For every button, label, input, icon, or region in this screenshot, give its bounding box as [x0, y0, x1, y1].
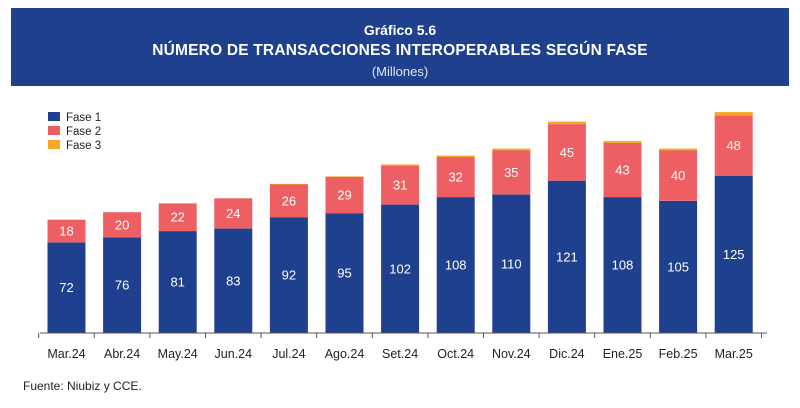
data-label: 102: [389, 261, 411, 276]
tick-label: Mar.25: [715, 347, 753, 361]
bar-segment-fase-2: [158, 203, 197, 232]
tick-label: May.24: [158, 347, 198, 361]
tick-label: Feb.25: [659, 347, 698, 361]
bar-segment-fase-2: [603, 143, 642, 198]
data-label: 125: [723, 247, 745, 262]
bar-segment-fase-1: [547, 180, 586, 333]
bar-segment-fase-2: [269, 184, 308, 218]
bar-segment-fase-2: [325, 177, 364, 214]
data-label: 32: [448, 170, 462, 185]
tick-label: Jul.24: [272, 347, 305, 361]
data-label: 95: [337, 266, 351, 281]
data-label: 72: [59, 280, 73, 295]
figure-number: Gráfico 5.6: [363, 22, 437, 38]
tick-label: Abr.24: [104, 347, 140, 361]
data-label: 26: [282, 193, 296, 208]
data-label: 22: [170, 210, 184, 225]
data-label: 92: [282, 268, 296, 283]
data-label: 35: [504, 165, 518, 180]
bar-segment-fase-1: [214, 228, 253, 333]
bar-segment-fase-3: [269, 183, 308, 185]
data-label: 108: [612, 258, 634, 273]
bar-segment-fase-1: [47, 242, 86, 333]
bar-segment-fase-2: [659, 150, 698, 201]
tick-label: Set.24: [382, 347, 418, 361]
tick-label: Dic.24: [549, 347, 584, 361]
bar-segment-fase-3: [381, 164, 420, 166]
legend-label: Fase 3: [66, 140, 101, 152]
tick-label: Jun.24: [215, 347, 253, 361]
source-note: Fuente: Niubiz y CCE.: [23, 379, 142, 393]
chart-subtitle: (Millones): [371, 64, 429, 79]
bar-segment-fase-2: [492, 150, 531, 195]
bar-segment-fase-1: [269, 217, 308, 333]
bar-segment-fase-1: [603, 197, 642, 333]
data-label: 31: [393, 178, 407, 193]
tick-label: Nov.24: [492, 347, 531, 361]
data-label: 43: [615, 163, 629, 178]
data-label: 105: [667, 259, 689, 274]
bar-segment-fase-1: [325, 213, 364, 333]
data-label: 18: [59, 224, 73, 239]
data-label: 121: [556, 249, 578, 264]
bar-segment-fase-2: [103, 212, 142, 238]
bar-segment-fase-3: [659, 148, 698, 151]
bar-segment-fase-2: [47, 219, 86, 243]
chart-title: NÚMERO DE TRANSACCIONES INTEROPERABLES S…: [152, 42, 648, 59]
bar-segment-fase-3: [492, 148, 531, 151]
data-label: 48: [726, 138, 740, 153]
data-label: 81: [170, 275, 184, 290]
data-label: 29: [337, 188, 351, 203]
bar-segment-fase-1: [158, 231, 197, 333]
bar-segment-fase-3: [325, 176, 364, 177]
legend-label: Fase 1: [66, 112, 101, 124]
tick-label: Mar.24: [47, 347, 85, 361]
bar-segment-fase-3: [714, 112, 753, 116]
data-label: 110: [501, 256, 522, 271]
data-label: 76: [115, 278, 129, 293]
data-label: 24: [226, 206, 240, 221]
bar-segment-fase-2: [436, 156, 475, 198]
legend-swatch: [48, 140, 60, 149]
bar-segment-fase-1: [103, 237, 142, 333]
chart-header: Gráfico 5.6 NÚMERO DE TRANSACCIONES INTE…: [11, 8, 789, 86]
legend-swatch: [48, 126, 60, 135]
data-label: 20: [115, 217, 129, 232]
bar-segment-fase-3: [436, 155, 475, 157]
bar-segment-fase-3: [603, 141, 642, 143]
bar-segment-fase-1: [492, 194, 531, 333]
bar-segment-fase-2: [547, 124, 586, 181]
bar-segment-fase-2: [214, 198, 253, 229]
bar-segment-fase-2: [381, 165, 420, 205]
bar-segment-fase-3: [547, 121, 586, 125]
tick-label: Oct.24: [437, 347, 474, 361]
tick-label: Ago.24: [325, 347, 365, 361]
legend-label: Fase 2: [66, 126, 101, 138]
tick-label: Ene.25: [603, 347, 643, 361]
data-label: 45: [560, 145, 574, 160]
data-label: 83: [226, 273, 240, 288]
bar-segment-fase-2: [714, 115, 753, 176]
bar-segment-fase-1: [714, 175, 753, 333]
bar-segment-fase-1: [381, 204, 420, 333]
bar-segment-fase-1: [436, 197, 475, 333]
bar-segment-fase-1: [659, 200, 698, 333]
data-label: 108: [445, 258, 467, 273]
legend-swatch: [48, 112, 60, 121]
data-label: 40: [671, 168, 685, 183]
